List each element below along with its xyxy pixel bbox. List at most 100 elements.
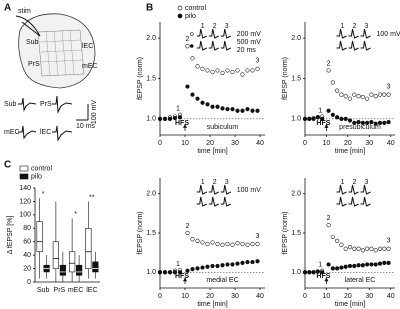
- inset-trace: [196, 196, 207, 207]
- data-point: [377, 92, 383, 97]
- data-point: [230, 242, 235, 247]
- data-point: [347, 245, 353, 250]
- data-point: [377, 120, 383, 125]
- x-tick-label: Sub: [37, 287, 50, 294]
- y-tick-label: 1.0: [146, 269, 156, 276]
- scale-label: 20 ms: [237, 47, 257, 54]
- x-tick-label: 0: [158, 293, 162, 300]
- data-point: [369, 262, 374, 267]
- data-point: [210, 240, 215, 245]
- inset-label: 2: [353, 23, 357, 30]
- annotation: 2: [327, 60, 331, 67]
- data-point: [382, 120, 387, 125]
- inset-trace: [196, 40, 207, 51]
- inset-label: 1: [341, 23, 345, 30]
- trace-label: PrS: [40, 101, 52, 108]
- panel-title: subiculum: [207, 124, 239, 131]
- inset-trace: [208, 196, 219, 207]
- inset-trace: [208, 40, 219, 51]
- box: [59, 264, 66, 276]
- data-point: [311, 116, 316, 121]
- data-point: [162, 116, 168, 121]
- trace-label: mEC: [4, 129, 20, 136]
- data-point: [220, 106, 225, 111]
- slice-diagram: [15, 13, 96, 89]
- data-point: [382, 92, 387, 97]
- x-tick-label: lEC: [86, 287, 97, 294]
- data-point: [215, 263, 220, 269]
- data-point: [360, 94, 365, 100]
- diagram-label: mEC: [82, 63, 98, 70]
- data-point: [205, 241, 210, 247]
- scale-label: 100 mV: [91, 100, 98, 124]
- data-point: [347, 263, 353, 269]
- annotation: HFS: [175, 120, 189, 127]
- x-tick-label: 0: [303, 140, 307, 147]
- inset-trace: [336, 28, 347, 39]
- data-point: [185, 44, 190, 49]
- inset-label: 2: [213, 23, 217, 30]
- y-axis-label: fEPSP (norm): [137, 211, 144, 254]
- diagram-label: stim: [18, 8, 31, 15]
- legend-marker: [177, 13, 183, 19]
- data-point: [185, 84, 190, 89]
- arrow-head: [324, 277, 329, 282]
- data-point: [230, 262, 235, 267]
- data-point: [255, 241, 260, 247]
- data-point: [356, 94, 361, 99]
- data-point: [330, 112, 335, 117]
- x-tick-label: 20: [344, 140, 352, 147]
- data-point: [302, 116, 308, 121]
- data-point: [205, 102, 210, 107]
- data-point: [326, 223, 331, 228]
- x-tick-label: 20: [344, 293, 352, 300]
- data-point: [190, 267, 195, 272]
- data-point: [352, 263, 357, 269]
- diagram-label: lEC: [82, 43, 93, 50]
- data-point: [215, 241, 220, 247]
- data-point: [215, 104, 220, 109]
- data-point: [250, 108, 255, 113]
- data-point: [210, 69, 215, 75]
- y-tick-label: 20: [23, 265, 31, 272]
- data-point: [172, 115, 178, 121]
- annotation: 1: [176, 261, 180, 268]
- data-point: [190, 56, 195, 61]
- data-point: [386, 92, 391, 97]
- data-point: [250, 259, 255, 265]
- x-axis-label: time [min]: [197, 148, 227, 155]
- inset-trace: [348, 40, 359, 51]
- annotation: 2: [327, 215, 331, 222]
- data-point: [352, 246, 357, 251]
- data-point: [382, 246, 387, 251]
- x-tick-label: 30: [231, 293, 239, 300]
- legend-label: control: [31, 165, 52, 172]
- significance: **: [89, 194, 95, 201]
- data-point: [307, 116, 312, 121]
- data-point: [386, 119, 391, 125]
- data-point: [330, 234, 335, 240]
- annotation: HFS: [316, 120, 330, 127]
- inset-trace: [348, 196, 359, 207]
- data-point: [343, 246, 348, 251]
- data-point: [365, 96, 370, 101]
- data-point: [255, 259, 260, 264]
- data-point: [255, 108, 260, 113]
- data-point: [339, 265, 344, 270]
- y-tick-label: 60: [23, 239, 31, 246]
- x-tick-label: 0: [158, 140, 162, 147]
- arrow-head: [183, 277, 187, 282]
- data-point: [200, 265, 205, 270]
- inset-trace: [348, 28, 359, 39]
- scale-label: 100 mV: [237, 187, 261, 194]
- data-point: [250, 241, 255, 247]
- legend-label: pilo: [185, 13, 196, 20]
- data-point: [205, 68, 210, 73]
- y-axis-label: Δ fEPSP [%]: [7, 216, 14, 255]
- scale-label: 10 ms: [76, 123, 96, 130]
- arrow-head: [183, 123, 187, 128]
- data-point: [302, 270, 308, 275]
- y-tick-label: 2.0: [146, 35, 156, 42]
- data-point: [352, 92, 357, 97]
- data-point: [320, 270, 325, 275]
